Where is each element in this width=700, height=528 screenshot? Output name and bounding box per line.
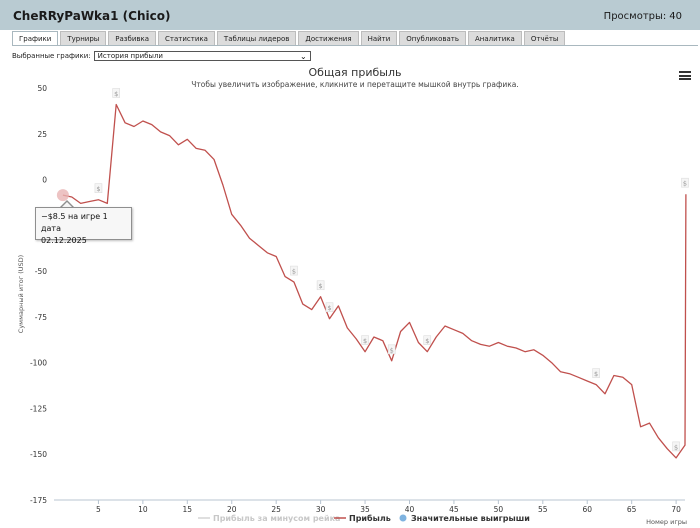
x-tick-label: 40: [405, 505, 415, 514]
chart-select-dropdown[interactable]: История прибыли ⌄: [93, 51, 311, 61]
tooltip-line-2: 02.12.2025: [41, 236, 87, 245]
y-axis-label: Суммарный итог (USD): [17, 255, 25, 333]
big-win-marker-box: [681, 177, 689, 188]
x-tick-label: 35: [360, 505, 370, 514]
x-tick-label: 65: [627, 505, 637, 514]
x-tick-label: 15: [183, 505, 193, 514]
y-tick-label: -50: [35, 267, 47, 276]
big-win-marker: $: [114, 90, 118, 98]
chart-area[interactable]: Общая прибыль Чтобы увеличить изображение…: [12, 63, 698, 528]
big-win-marker: $: [390, 346, 394, 354]
big-win-marker-box: [592, 368, 600, 378]
x-tick-label: 45: [449, 505, 459, 514]
big-win-marker: $: [674, 443, 678, 451]
tab-6[interactable]: Достижения: [298, 31, 359, 46]
tab-bar: Графики Турниры Разбивка Статистика Таблицы …: [12, 31, 566, 46]
tab-5[interactable]: Таблицы лидеров: [216, 31, 297, 46]
big-win-marker-box: [387, 344, 396, 355]
y-tick-label: -125: [30, 404, 47, 413]
big-win-marker-box: [112, 88, 121, 98]
y-tick-label: -150: [30, 450, 47, 459]
views-count: 40: [669, 11, 682, 22]
hover-highlight-point: [56, 189, 69, 202]
chevron-down-icon: ⌄: [299, 51, 307, 61]
chart-tooltip: −$8.5 на игре 1 дата 02.12.2025: [35, 207, 132, 245]
big-win-marker-box: [316, 280, 325, 291]
y-tick-label: 25: [37, 130, 47, 139]
tab-4[interactable]: Статистика: [158, 31, 215, 46]
tab-divider: [12, 45, 698, 46]
profit-series-line: [62, 103, 687, 459]
big-win-marker-box: [423, 335, 432, 345]
views-label: Просмотры:: [603, 11, 667, 22]
x-tick-label: 5: [96, 505, 101, 514]
big-win-marker: $: [327, 304, 331, 312]
x-axis-label: Номер игры: [646, 518, 687, 526]
tab-9[interactable]: Аналитика: [468, 31, 522, 46]
x-tick-label: 70: [671, 505, 681, 514]
chart-title: Общая прибыль: [309, 66, 402, 79]
x-tick-label: 60: [582, 505, 592, 514]
x-tick-label: 10: [138, 505, 148, 514]
tab-10[interactable]: Отчёты: [523, 31, 566, 46]
tooltip-line-1: −$8.5 на игре 1 дата: [41, 212, 108, 233]
tab-1[interactable]: Графики: [12, 31, 59, 46]
chart-subtitle: Чтобы увеличить изображение, кликните и …: [191, 80, 519, 89]
chart-menu-icon[interactable]: [679, 71, 691, 80]
player-name: CheRRyPaWka1 (Chico): [13, 9, 171, 23]
x-tick-label: 55: [538, 505, 548, 514]
big-win-marker: $: [363, 337, 367, 345]
legend-label-rake: Прибыль за минусом рейка: [213, 513, 340, 523]
tab-3[interactable]: Разбивка: [108, 31, 157, 46]
big-win-marker: $: [292, 268, 296, 276]
big-win-marker-box: [361, 335, 369, 345]
tooltip-pointer-fill: [61, 202, 73, 208]
big-win-marker-box: [672, 441, 680, 452]
y-tick-label: -75: [35, 313, 47, 322]
big-win-marker: $: [683, 180, 687, 188]
chart-selector-label: Выбранные графики:: [12, 52, 91, 60]
tab-7[interactable]: Найти: [360, 31, 398, 46]
chart-select-value: История прибыли: [97, 52, 163, 60]
y-tick-label: -100: [30, 359, 47, 368]
big-win-marker: $: [594, 370, 598, 378]
legend-label-profit: Прибыль: [349, 513, 391, 523]
big-win-marker: $: [425, 337, 429, 345]
header-bar: CheRRyPaWka1 (Chico) Просмотры: 40: [0, 0, 700, 30]
big-win-marker-box: [94, 183, 103, 193]
x-tick-label: 20: [227, 505, 237, 514]
x-tick-label: 25: [271, 505, 281, 514]
y-tick-label: 0: [42, 176, 47, 185]
tab-8[interactable]: Опубликовать: [399, 31, 466, 46]
y-tick-label: -175: [30, 496, 47, 505]
big-win-marker: $: [96, 185, 100, 193]
big-win-marker-box: [325, 302, 334, 313]
big-win-marker: $: [319, 282, 323, 290]
big-win-marker-box: [290, 265, 298, 276]
x-tick-label: 30: [316, 505, 326, 514]
legend-dot-big-wins: [399, 514, 407, 522]
views-counter: Просмотры: 40: [604, 11, 682, 22]
legend-label-big-wins: Значительные выигрыши: [411, 514, 530, 523]
y-tick-label: 50: [37, 84, 47, 93]
chart-selector: Выбранные графики: История прибыли ⌄: [12, 50, 311, 62]
x-tick-label: 50: [494, 505, 504, 514]
tab-2[interactable]: Турниры: [60, 31, 107, 46]
